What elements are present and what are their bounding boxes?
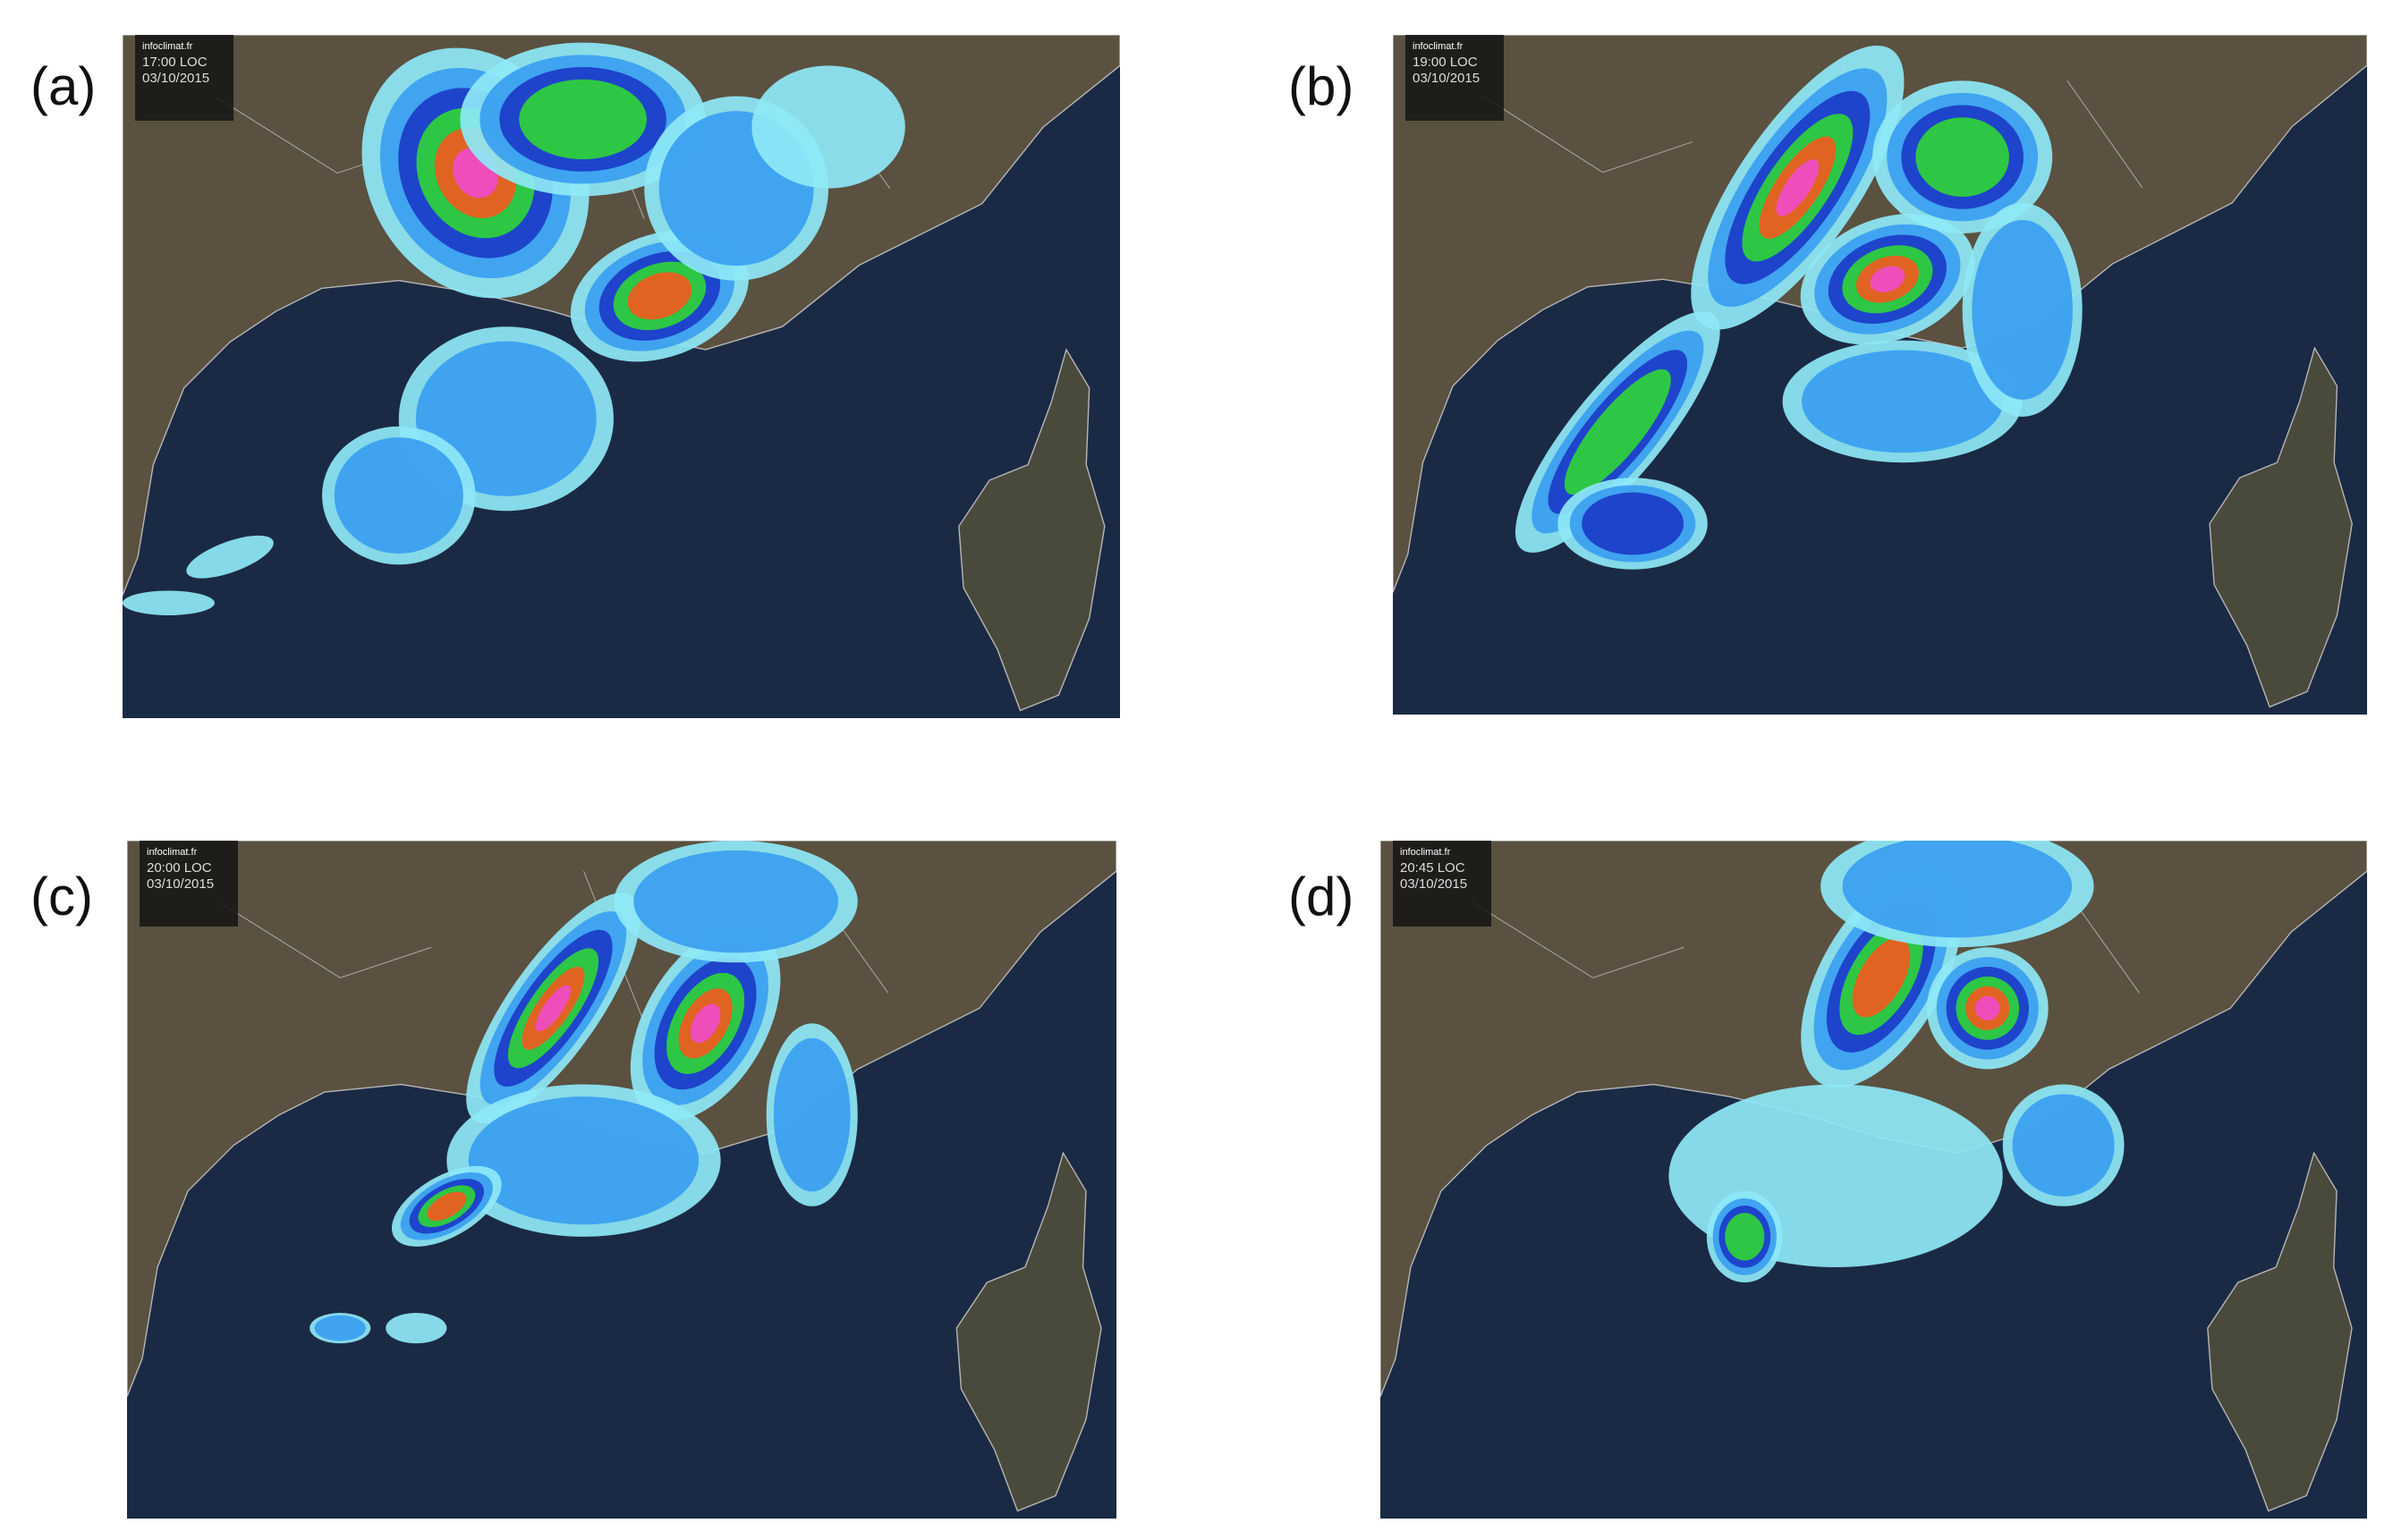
- time-text: 19:00 LOC: [1413, 55, 1478, 70]
- radar-echo: [186, 535, 274, 579]
- corsica: [958, 348, 1106, 712]
- map-image: [123, 35, 1120, 718]
- radar-map: infoclimat.fr 17:00 LOC 03/10/2015: [123, 35, 1120, 718]
- radar-echo: [1975, 995, 2000, 1020]
- timestamp: infoclimat.fr 20:45 LOC 03/10/2015: [1393, 841, 1491, 927]
- radar-echo: [468, 1096, 700, 1225]
- radar-echo: [1842, 841, 2073, 938]
- radar-map: infoclimat.fr 19:00 LOC 03/10/2015: [1393, 35, 2367, 715]
- radar-echo: [1972, 219, 2073, 400]
- panel-label: (b): [1288, 56, 1354, 116]
- date-text: 03/10/2015: [142, 71, 210, 86]
- radar-echo: [627, 272, 692, 320]
- radar-echo: [535, 985, 571, 1032]
- corsica: [2209, 346, 2353, 708]
- radar-echo: [1564, 368, 1671, 495]
- panel-label: (d): [1288, 867, 1354, 927]
- logo-text: infoclimat.fr: [1413, 41, 1464, 52]
- radar-echo: [314, 1315, 366, 1341]
- radar-echo: [123, 590, 215, 615]
- time-text: 17:00 LOC: [142, 55, 208, 70]
- logo-text: infoclimat.fr: [147, 847, 198, 858]
- radar-map: infoclimat.fr 20:00 LOC 03/10/2015: [127, 841, 1116, 1519]
- radar-echo: [519, 79, 647, 160]
- logo-text: infoclimat.fr: [1400, 847, 1451, 858]
- corsica: [955, 1151, 1102, 1512]
- radar-echo: [751, 65, 905, 189]
- radar-echo: [2012, 1094, 2115, 1197]
- date-text: 03/10/2015: [147, 876, 215, 892]
- radar-echo: [1870, 266, 1905, 292]
- radar-echo: [1725, 1213, 1765, 1261]
- radar-echo: [1776, 159, 1820, 216]
- radar-echo: [1802, 350, 2004, 453]
- time-text: 20:45 LOC: [1400, 860, 1465, 876]
- radar-echo: [427, 1191, 467, 1222]
- radar-echo: [633, 850, 838, 953]
- corsica: [2207, 1151, 2353, 1512]
- map-image: [1380, 841, 2367, 1519]
- radar-echo: [1852, 938, 1911, 1018]
- radar-echo: [690, 1003, 721, 1044]
- map-image: [127, 841, 1116, 1519]
- radar-map: infoclimat.fr 20:45 LOC 03/10/2015: [1380, 841, 2367, 1519]
- panel-label: (a): [30, 56, 97, 116]
- radar-echo: [334, 437, 463, 554]
- radar-echo: [1915, 117, 2009, 198]
- time-text: 20:00 LOC: [147, 860, 212, 876]
- map-image: [1393, 35, 2367, 715]
- timestamp: infoclimat.fr 17:00 LOC 03/10/2015: [135, 35, 233, 121]
- panel-label: (c): [30, 867, 93, 927]
- radar-echo: [386, 1313, 447, 1344]
- date-text: 03/10/2015: [1400, 876, 1468, 892]
- logo-text: infoclimat.fr: [142, 41, 193, 52]
- radar-echo: [773, 1037, 851, 1192]
- timestamp: infoclimat.fr 19:00 LOC 03/10/2015: [1405, 35, 1504, 121]
- date-text: 03/10/2015: [1413, 71, 1481, 86]
- radar-echo: [1582, 492, 1684, 555]
- timestamp: infoclimat.fr 20:00 LOC 03/10/2015: [140, 841, 238, 927]
